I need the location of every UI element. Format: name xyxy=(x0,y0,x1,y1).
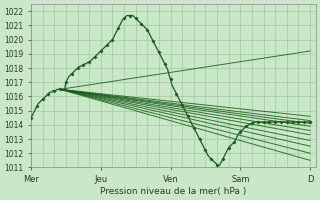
X-axis label: Pression niveau de la mer( hPa ): Pression niveau de la mer( hPa ) xyxy=(100,187,247,196)
